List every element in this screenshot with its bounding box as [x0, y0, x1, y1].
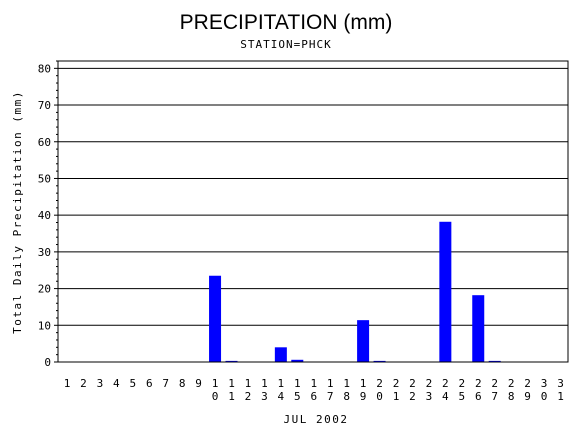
x-tick-label: 6: [146, 377, 153, 390]
y-tick-label: 30: [38, 246, 51, 259]
x-tick-label: 3: [97, 377, 104, 390]
y-tick-label: 80: [38, 62, 51, 75]
bars: [209, 221, 501, 362]
bar-day-24: [439, 221, 452, 362]
bar-day-11: [225, 360, 238, 362]
bar-day-20: [373, 360, 386, 362]
x-tick-label: 1: [64, 377, 71, 390]
bar-day-19: [357, 320, 370, 362]
y-tick-label: 60: [38, 136, 51, 149]
x-tick-label: 4: [113, 377, 120, 390]
y-tick-label: 70: [38, 99, 51, 112]
x-tick-label: 9: [195, 377, 202, 390]
y-tick-label: 40: [38, 209, 51, 222]
bar-day-26: [472, 295, 485, 362]
y-tick-label: 10: [38, 319, 51, 332]
x-tick-label: 7: [162, 377, 169, 390]
y-axis-ticks: 0 10 20 30 40 50 60 70 80: [38, 60, 58, 369]
bar-day-10: [209, 275, 222, 362]
chart-subtitle: STATION=PHCK: [240, 38, 331, 51]
chart-title: PRECIPITATION (mm): [180, 11, 393, 34]
bar-day-14: [274, 347, 287, 362]
x-tick-label: 5: [129, 377, 136, 390]
gridlines: [58, 67, 568, 326]
plot-frame: [57, 60, 569, 363]
x-axis-label: JUL 2002: [284, 413, 349, 426]
x-tick-label: 2: [80, 377, 87, 390]
y-tick-label: 20: [38, 283, 51, 296]
x-tick-label: 8: [179, 377, 186, 390]
y-tick-label: 50: [38, 172, 51, 185]
bar-day-27: [488, 360, 501, 362]
y-tick-label: 0: [44, 356, 51, 369]
y-axis-label: Total Daily Precipitation (mm): [11, 90, 24, 334]
bar-day-15: [291, 359, 304, 362]
x-axis-ticks: 1 2 3 4 5 6 7 8 9 1 01 11 21 31 41 51 61 71 81 92 02 12 22 32 42…: [64, 377, 564, 403]
